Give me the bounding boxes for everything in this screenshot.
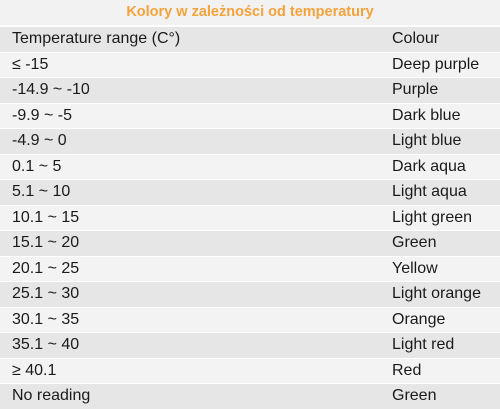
colour-cell: Light green: [392, 208, 473, 226]
table-row: -4.9 ~ 0 Light blue: [0, 129, 500, 155]
table-row: 5.1 ~ 10 Light aqua: [0, 180, 500, 206]
range-cell: No reading: [12, 387, 91, 405]
colour-cell: Green: [392, 387, 437, 405]
range-cell: -14.9 ~ -10: [12, 81, 90, 99]
colour-cell: Dark blue: [392, 106, 461, 124]
table-row: 20.1 ~ 25 Yellow: [0, 256, 500, 282]
colour-cell: Red: [392, 361, 422, 379]
table-body: Temperature range (C°) Colour ≤ -15 Deep…: [0, 27, 500, 410]
range-cell: 30.1 ~ 35: [12, 310, 80, 328]
colour-cell: Orange: [392, 310, 446, 328]
colour-cell: Light red: [392, 336, 455, 354]
range-cell: 0.1 ~ 5: [12, 157, 62, 175]
table-title: Kolory w zależności od temperatury: [0, 0, 500, 27]
colour-cell: Purple: [392, 81, 439, 99]
range-cell: 5.1 ~ 10: [12, 183, 71, 201]
table-row: ≤ -15 Deep purple: [0, 52, 500, 78]
table-row: ≥ 40.1 Red: [0, 358, 500, 384]
range-cell: 15.1 ~ 20: [12, 234, 80, 252]
colour-cell: Dark aqua: [392, 157, 466, 175]
range-cell: ≤ -15: [12, 55, 49, 73]
colour-cell: Light blue: [392, 132, 462, 150]
range-cell: 10.1 ~ 15: [12, 208, 80, 226]
table-row: 15.1 ~ 20 Green: [0, 231, 500, 257]
header-temperature-range: Temperature range (C°): [12, 30, 181, 48]
colour-cell: Light orange: [392, 285, 481, 303]
table-row: 30.1 ~ 35 Orange: [0, 307, 500, 333]
table-row: -14.9 ~ -10 Purple: [0, 78, 500, 104]
table-row: 0.1 ~ 5 Dark aqua: [0, 154, 500, 180]
table-row: No reading Green: [0, 384, 500, 410]
header-colour: Colour: [392, 30, 440, 48]
range-cell: ≥ 40.1: [12, 361, 57, 379]
colour-cell: Light aqua: [392, 183, 467, 201]
colour-cell: Deep purple: [392, 55, 480, 73]
range-cell: -9.9 ~ -5: [12, 106, 73, 124]
table-row: 10.1 ~ 15 Light green: [0, 205, 500, 231]
table-header-row: Temperature range (C°) Colour: [0, 27, 500, 53]
colour-cell: Yellow: [392, 259, 438, 277]
table-row: -9.9 ~ -5 Dark blue: [0, 103, 500, 129]
range-cell: 25.1 ~ 30: [12, 285, 80, 303]
table-row: 35.1 ~ 40 Light red: [0, 333, 500, 359]
range-cell: -4.9 ~ 0: [12, 132, 67, 150]
range-cell: 35.1 ~ 40: [12, 336, 80, 354]
table-row: 25.1 ~ 30 Light orange: [0, 282, 500, 308]
colour-cell: Green: [392, 234, 437, 252]
range-cell: 20.1 ~ 25: [12, 259, 80, 277]
